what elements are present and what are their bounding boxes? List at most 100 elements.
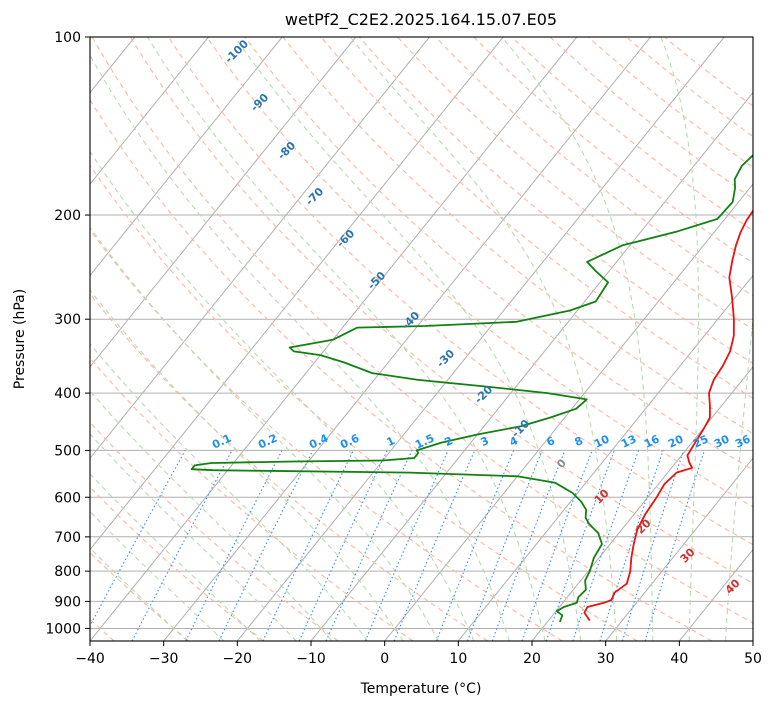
mixing-ratio-label: 3 [479,434,491,449]
y-tick-label: 1000 [45,621,81,637]
moist-adiabat-line [90,150,475,641]
isotherm-line [90,37,430,460]
moist-adiabat-line [660,37,700,641]
isotherm-line [90,37,357,368]
mixing-ratio-line [90,450,186,627]
mixing-ratio-label: 2 [443,434,455,449]
mixing-ratio-label: 25 [691,432,710,450]
moist-adiabat-line [349,37,618,641]
mixing-ratio-line [364,450,449,641]
dry-adiabat-line [282,37,753,435]
isotherm-line [163,37,651,641]
dry-adiabat-line [473,37,753,264]
dry-adiabat-line [664,37,753,107]
y-tick-label: 700 [54,530,81,546]
dry-adiabat-line [397,37,753,330]
sounding-line [190,154,753,623]
x-tick-label: −20 [223,651,253,667]
sounding-line [583,209,753,622]
dry-adiabat-label: -60 [334,227,357,250]
moist-adiabat-line [90,510,225,641]
moist-adiabat-line [501,37,654,641]
isotherm-line [310,91,753,641]
dry-adiabat-label: -70 [303,185,326,208]
x-axis-label: Temperature (°C) [360,681,482,697]
isotherm-line [605,457,753,641]
dry-adiabat-label: -90 [248,91,271,114]
isotherm-line [90,37,283,277]
mixing-ratio-line [218,450,314,641]
mixing-ratio-label: 0.4 [307,431,330,451]
dry-adiabat-label: 0 [554,456,569,471]
mixing-ratio-line [435,450,515,641]
mixing-ratio-line [545,450,615,641]
mixing-ratio-line [599,450,664,641]
dry-adiabat-line [358,37,753,365]
mixing-ratio-label: 13 [619,432,638,450]
mixing-ratio-line [644,450,706,641]
mixing-ratio-label: 16 [642,432,662,450]
mixing-ratio-line [521,450,593,641]
moist-adiabat-line [90,390,333,641]
y-tick-label: 200 [54,208,81,224]
isotherm-line [384,183,753,641]
dry-adiabat-line [90,486,264,641]
isotherm-line [0,37,61,641]
dry-adiabat-label: -80 [275,139,298,162]
dry-adiabat-label: 40 [723,576,743,596]
mixing-ratio-label: 6 [545,434,558,449]
mixing-ratio-line [262,450,354,641]
moist-adiabat-line [90,433,297,641]
dry-adiabat-line [91,37,753,624]
isotherm-line [678,548,753,641]
mixing-ratio-label: 1 [385,434,397,449]
moist-adiabat-line [725,314,753,641]
moist-adiabat-line [90,54,510,641]
moist-adiabat-line [234,37,582,641]
mixing-ratio-label: 30 [712,432,732,450]
y-tick-label: 500 [54,443,81,459]
dry-adiabat-label: 10 [592,486,612,506]
moist-adiabat-line [147,37,546,641]
isotherm-line [236,37,725,641]
x-tick-label: −30 [149,651,179,667]
dry-adiabat-line [587,37,753,169]
dry-adiabat-label: -50 [365,269,388,292]
mixing-ratio-label: 0.6 [338,431,361,451]
dry-adiabat-line [90,357,414,641]
isotherm-line [90,37,504,551]
chart-title: wetPf2_C2E2.2025.164.15.07.E05 [285,10,557,30]
x-tick-label: 30 [597,651,615,667]
isotherm-line [752,640,753,641]
moist-adiabat-line [90,226,439,641]
moist-adiabat-line [90,342,369,641]
plot-area: -100-90-80-70-60-50-40-30-20-10010203040… [0,37,753,641]
x-tick-label: 50 [744,651,762,667]
y-tick-label: 300 [54,312,81,328]
x-tick-label: 40 [670,651,688,667]
mixing-ratio-label: 36 [733,432,753,450]
y-tick-label: 400 [54,386,81,402]
mixing-ratio-line [393,450,476,641]
x-tick-label: 20 [523,651,541,667]
dry-adiabat-line [90,228,563,641]
mixing-ratio-line [621,450,685,641]
dry-adiabat-label: -40 [399,309,422,332]
x-tick-label: −40 [75,651,105,667]
x-tick-label: 0 [380,651,389,667]
dry-adiabat-line [320,37,753,399]
isotherm-line [531,365,753,641]
dry-adiabat-line [549,37,753,200]
mixing-ratio-label: 10 [592,432,612,450]
dry-adiabat-line [90,551,190,641]
dry-adiabat-line [90,164,638,641]
dry-adiabat-line [90,293,488,641]
dry-adiabat-label: -30 [434,347,457,370]
dry-adiabat-line [129,37,753,584]
x-tick-label: 10 [449,651,467,667]
dry-adiabat-line [90,98,712,641]
isotherm-line [457,274,753,641]
mixing-ratio-label: 0.2 [256,432,279,452]
y-tick-label: 600 [54,490,81,506]
